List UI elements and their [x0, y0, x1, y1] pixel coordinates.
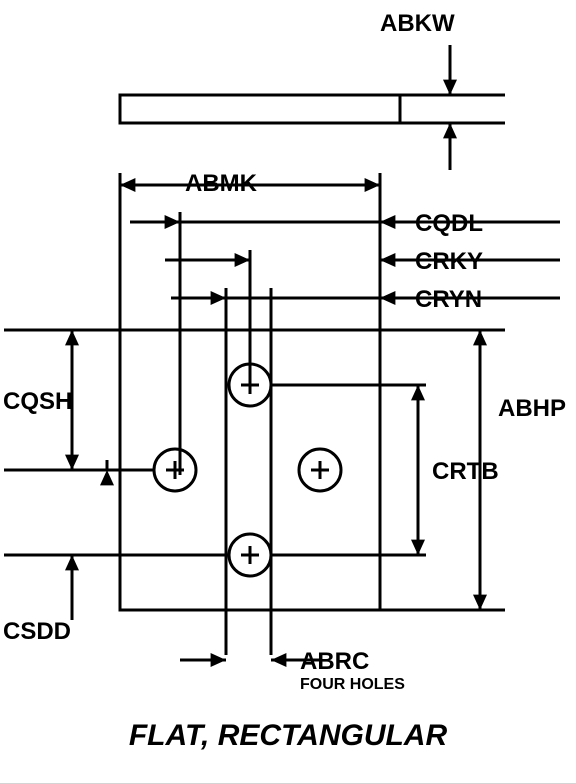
label-abhp: ABHP	[498, 395, 566, 423]
label-cqdl: CQDL	[415, 210, 483, 238]
label-abmk: ABMK	[185, 170, 257, 198]
label-abkw: ABKW	[380, 10, 455, 38]
diagram-title: FLAT, RECTANGULAR	[0, 719, 576, 753]
label-four-holes: FOUR HOLES	[300, 676, 405, 694]
label-crtb: CRTB	[432, 458, 499, 486]
engineering-drawing	[0, 0, 576, 720]
label-cqsh: CQSH	[3, 388, 72, 416]
label-crky: CRKY	[415, 248, 483, 276]
label-abrc: ABRC	[300, 648, 369, 676]
label-cryn: CRYN	[415, 286, 482, 314]
label-csdd: CSDD	[3, 618, 71, 646]
